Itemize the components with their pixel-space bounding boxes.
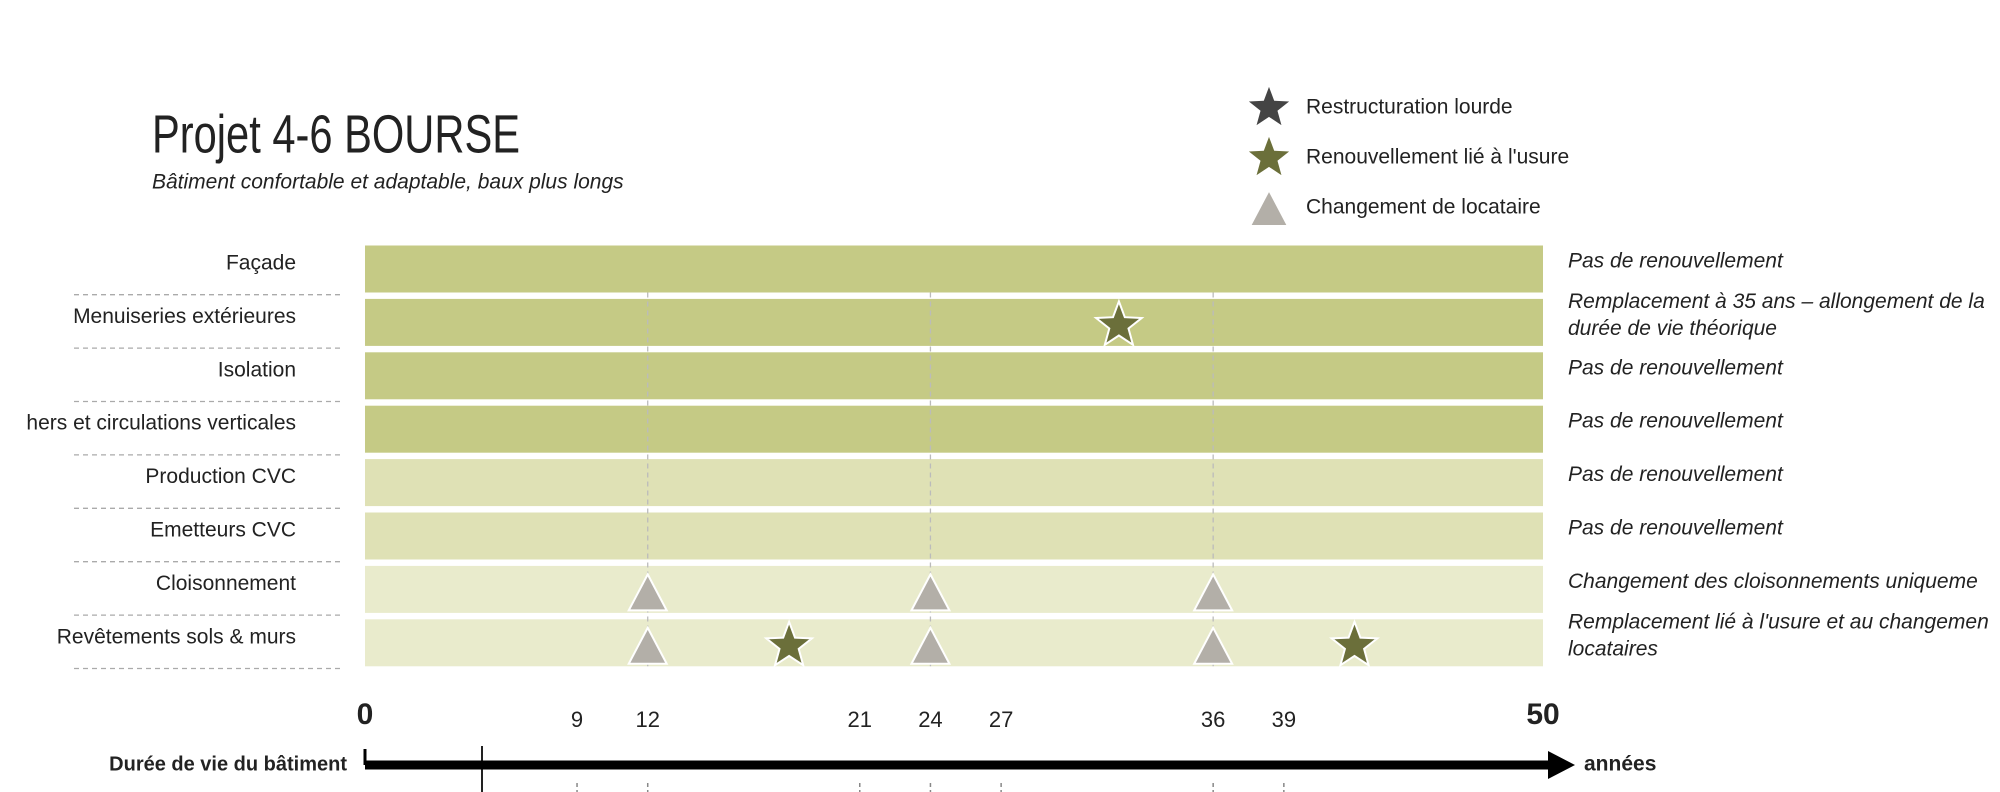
axis-arrow (1548, 751, 1575, 779)
legend-text: Changement de locataire (1306, 196, 1541, 219)
event-marker (627, 572, 669, 612)
row-bar (365, 352, 1543, 400)
row-note: durée de vie théorique (1568, 317, 1777, 340)
x-tick-label: 24 (918, 707, 942, 732)
event-marker (909, 572, 952, 612)
legend-text: Restructuration lourde (1306, 96, 1513, 119)
row-label: Cloisonnement (156, 572, 296, 595)
event-marker (763, 618, 815, 668)
row-label: Isolation (218, 358, 296, 381)
x-tick-label: 12 (635, 707, 659, 732)
axis-title: Durée de vie du bâtiment (109, 753, 347, 775)
event-marker (627, 625, 669, 665)
legend-marker (1243, 131, 1295, 180)
row-label: Menuiseries extérieures (73, 305, 296, 328)
row-bar (365, 459, 1543, 507)
x-tick-label: 0 (357, 698, 374, 731)
chart-subtitle: Bâtiment confortable et adaptable, baux … (152, 171, 624, 194)
row-note: Pas de renouvellement (1568, 356, 1784, 379)
x-tick-label: 27 (989, 707, 1013, 732)
row-note: Remplacement lié à l'usure et au changem… (1568, 610, 1989, 633)
row-note: Changement des cloisonnements uniqueme (1568, 570, 1978, 593)
row-label: Revêtements sols & murs (57, 625, 296, 648)
event-marker (1192, 625, 1234, 665)
legend-marker (1248, 187, 1290, 227)
row-bar (365, 512, 1543, 560)
x-tick-label: 9 (571, 707, 583, 732)
row-bar (365, 298, 1543, 346)
row-label: hers et circulations verticales (26, 412, 296, 435)
row-bar (365, 565, 1543, 613)
x-tick-label: 36 (1201, 707, 1225, 732)
row-note: Pas de renouvellement (1568, 250, 1784, 273)
x-tick-label: 50 (1526, 698, 1559, 731)
event-marker (909, 625, 952, 665)
event-marker (1093, 298, 1145, 348)
row-bar (365, 405, 1543, 453)
event-marker (1328, 618, 1381, 668)
row-note: Pas de renouvellement (1568, 410, 1784, 433)
row-label: Production CVC (145, 465, 296, 488)
row-label: Emetteurs CVC (150, 519, 296, 542)
row-note: Pas de renouvellement (1568, 463, 1784, 486)
x-tick-label: 21 (848, 707, 872, 732)
legend-marker (1243, 81, 1295, 130)
event-marker (1192, 572, 1234, 612)
row-note: Pas de renouvellement (1568, 517, 1784, 540)
chart-title: Projet 4-6 BOURSE (152, 104, 520, 164)
row-label: Façade (226, 252, 296, 275)
row-note: locataires (1568, 637, 1658, 660)
x-axis-label: années (1584, 753, 1656, 776)
row-bar (365, 245, 1543, 293)
x-tick-label: 39 (1272, 707, 1296, 732)
row-note: Remplacement à 35 ans – allongement de l… (1568, 290, 1985, 313)
legend-text: Renouvellement lié à l'usure (1306, 146, 1569, 169)
